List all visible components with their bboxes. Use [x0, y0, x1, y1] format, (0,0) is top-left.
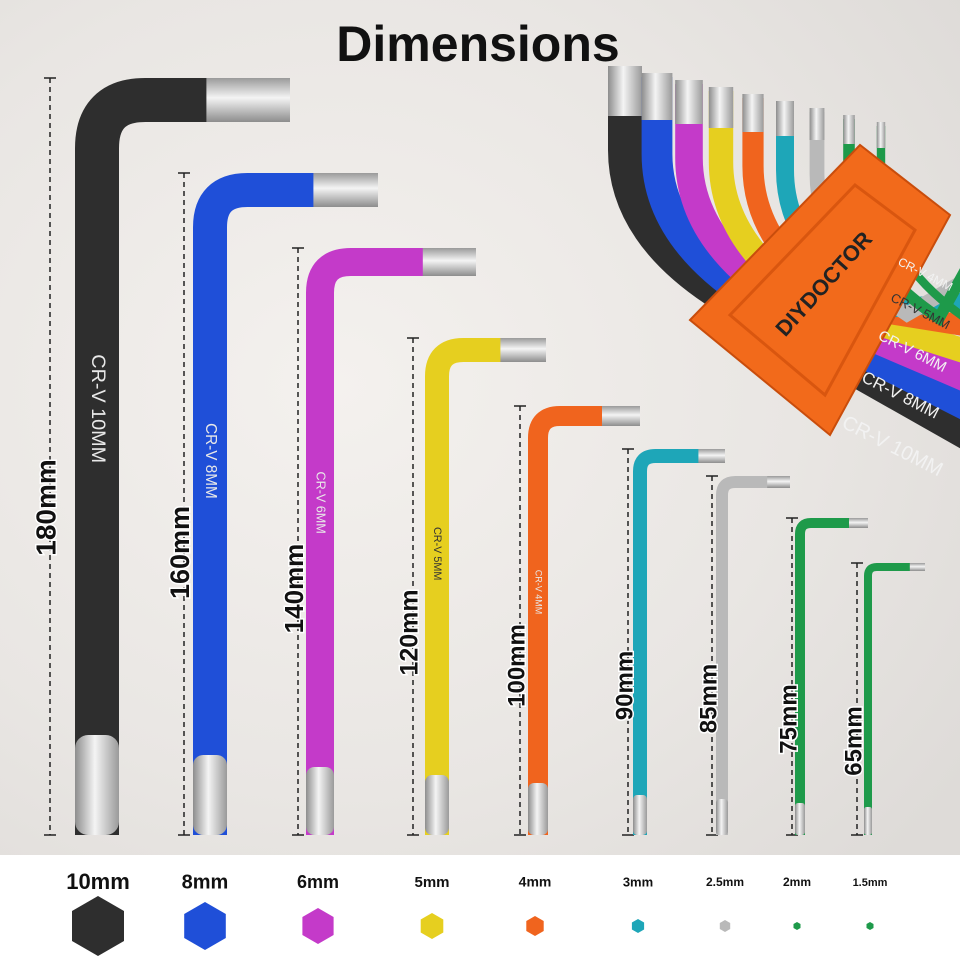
wrench-ball-end	[795, 803, 805, 835]
wrench-tip	[500, 338, 546, 362]
wrench-body	[528, 406, 640, 835]
wrench-tip	[602, 406, 640, 426]
wrench-tip	[698, 449, 725, 463]
wrench-body	[633, 449, 725, 835]
length-label: 140mm	[279, 544, 309, 634]
engraving: CR-V 8MM	[202, 423, 219, 499]
length-label: 180mm	[30, 459, 61, 556]
wrench-ball-end	[633, 795, 647, 835]
hex-size	[184, 902, 226, 950]
holder-key-tip	[708, 87, 734, 128]
wrench-ball-end	[306, 767, 334, 835]
hex-size	[631, 919, 645, 933]
length-label: 65mm	[840, 706, 867, 775]
holder-key-tip	[608, 66, 642, 116]
wrench-body	[193, 173, 378, 835]
wrench-ball-end	[425, 775, 449, 835]
hex-size	[526, 916, 544, 936]
size-label: 2mm	[783, 875, 811, 889]
wrench-ball-end	[528, 783, 548, 835]
size-label: 4mm	[519, 874, 552, 890]
size-label: 8mm	[182, 871, 229, 893]
wrench-body	[795, 518, 868, 835]
holder-key	[608, 70, 960, 449]
title: Dimensions	[336, 16, 619, 72]
holder-key-tip	[675, 80, 703, 124]
wrench-body	[306, 248, 476, 835]
length-label: 75mm	[775, 684, 802, 753]
wrench-ball-end	[193, 755, 227, 835]
wrench-tip	[849, 518, 868, 528]
size-label: 10mm	[66, 869, 130, 894]
wrench-body	[75, 78, 290, 835]
size-label: 3mm	[623, 874, 653, 889]
size-label: 1.5mm	[853, 877, 888, 889]
size-strip	[0, 855, 960, 960]
engraving: CR-V 6MM	[314, 472, 328, 534]
length-label: 100mm	[503, 624, 530, 707]
wrench-ball-end	[864, 807, 872, 835]
size-label: 5mm	[414, 874, 449, 891]
wrench-tip	[422, 248, 476, 276]
hex-size	[793, 922, 801, 930]
length-label: 90mm	[611, 651, 638, 720]
size-label: 2.5mm	[706, 875, 744, 889]
wrench-body	[864, 563, 925, 835]
hex-size	[866, 922, 874, 930]
hex-size	[420, 913, 444, 939]
hex-size	[719, 920, 731, 932]
wrench-body	[425, 338, 546, 835]
holder-key-tip	[876, 122, 886, 148]
wrench-ball-end	[716, 799, 728, 835]
wrench-tip	[206, 78, 290, 122]
engraving: CR-V 5MM	[431, 527, 443, 580]
holder-key-tip	[742, 94, 764, 132]
holder-key-tip	[843, 115, 855, 144]
wrench-ball-end	[75, 735, 119, 835]
length-label: 85mm	[695, 664, 722, 733]
size-label: 6mm	[297, 872, 339, 892]
holder-key-tip	[776, 101, 794, 136]
engraving: CR-V 4MM	[534, 570, 544, 615]
hex-size	[72, 896, 124, 956]
holder-body	[688, 143, 952, 437]
length-label: 120mm	[396, 589, 424, 675]
hex-size	[302, 908, 334, 944]
wrench-tip	[909, 563, 925, 571]
wrench-body	[716, 476, 790, 835]
holder-inset	[727, 183, 917, 398]
engraving: CR-V 10MM	[87, 354, 109, 463]
length-label: 160mm	[165, 506, 195, 599]
holder-key-tip	[809, 108, 825, 140]
wrench-tip	[767, 476, 790, 488]
wrench-tip	[313, 173, 378, 207]
holder-key-tip	[641, 73, 673, 120]
